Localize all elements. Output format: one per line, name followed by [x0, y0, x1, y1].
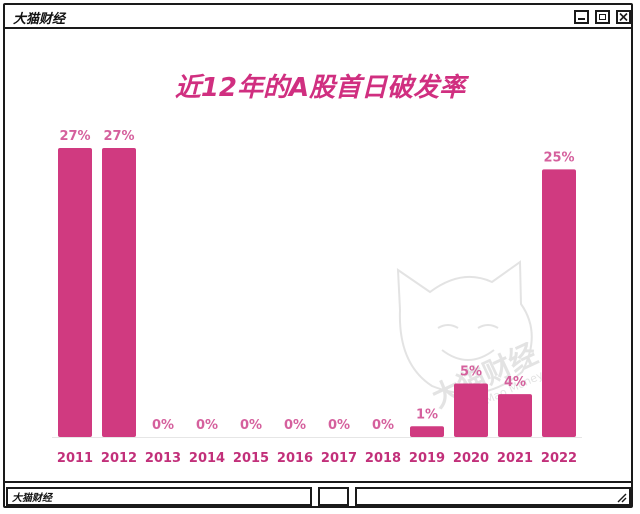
resize-grip-icon[interactable] — [615, 491, 627, 503]
title-bar: 大猫财经 — [5, 5, 631, 29]
category-label-2020: 2020 — [453, 451, 489, 466]
bar-2020 — [454, 383, 488, 437]
minimize-button[interactable] — [574, 10, 589, 24]
category-label-2018: 2018 — [365, 451, 401, 466]
value-label-2018: 0% — [372, 418, 394, 433]
value-label-2016: 0% — [284, 418, 306, 433]
status-panel-left: 大猫财经 — [6, 487, 312, 506]
chart-title: 近12年的A股首日破发率 — [175, 73, 469, 103]
value-label-2013: 0% — [152, 418, 174, 433]
value-labels-group: 27% 27% 0% 0% 0% 0% 0% 0% 1% 5% 4% 25% — [59, 129, 574, 433]
status-panel-right — [355, 487, 631, 506]
category-label-2016: 2016 — [277, 451, 313, 466]
value-label-2011: 27% — [59, 129, 90, 144]
category-labels-group: 2011 2012 2013 2014 2015 2016 2017 2018 2019 2020… — [57, 451, 577, 466]
value-label-2021: 4% — [504, 375, 526, 390]
category-label-2021: 2021 — [497, 451, 533, 466]
window-title: 大猫财经 — [13, 12, 66, 27]
status-title: 大猫财经 — [12, 493, 52, 504]
category-label-2022: 2022 — [541, 451, 577, 466]
close-icon — [619, 12, 628, 22]
value-label-2014: 0% — [196, 418, 218, 433]
category-label-2014: 2014 — [189, 451, 225, 466]
category-label-2012: 2012 — [101, 451, 137, 466]
value-label-2017: 0% — [328, 418, 350, 433]
bar-2012 — [102, 148, 136, 437]
close-button[interactable] — [616, 10, 631, 24]
category-label-2015: 2015 — [233, 451, 269, 466]
watermark-cat-outline-icon — [396, 260, 533, 395]
bar-2011 — [58, 148, 92, 437]
bar-2021 — [498, 394, 532, 437]
category-label-2013: 2013 — [145, 451, 181, 466]
bar-2019 — [410, 426, 444, 437]
window-frame — [3, 3, 633, 508]
content-area — [5, 31, 631, 483]
maximize-button[interactable] — [595, 10, 610, 24]
value-label-2022: 25% — [543, 150, 574, 165]
bar-2022 — [542, 169, 576, 437]
bars-group — [58, 148, 576, 437]
category-label-2019: 2019 — [409, 451, 445, 466]
value-label-2020: 5% — [460, 364, 482, 379]
category-label-2017: 2017 — [321, 451, 357, 466]
value-label-2015: 0% — [240, 418, 262, 433]
value-label-2019: 1% — [416, 407, 438, 422]
value-label-2012: 27% — [103, 129, 134, 144]
category-label-2011: 2011 — [57, 451, 93, 466]
status-panel-middle — [318, 487, 349, 506]
